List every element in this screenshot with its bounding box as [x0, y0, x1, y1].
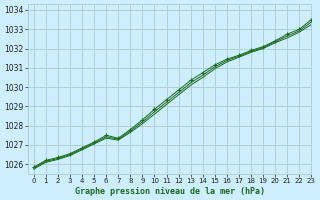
X-axis label: Graphe pression niveau de la mer (hPa): Graphe pression niveau de la mer (hPa) — [75, 187, 265, 196]
